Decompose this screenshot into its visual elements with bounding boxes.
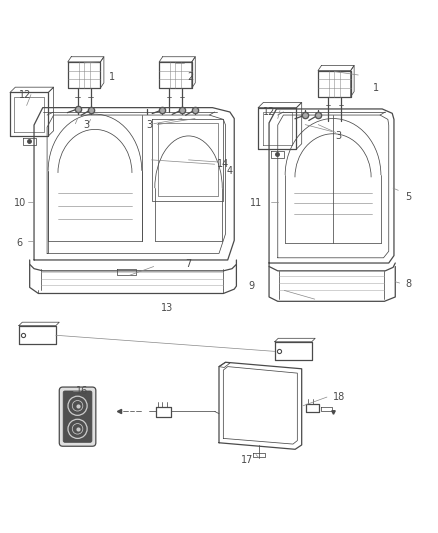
Text: 5: 5 [405, 192, 411, 202]
Text: 7: 7 [185, 260, 192, 269]
Text: 3: 3 [336, 131, 342, 141]
Text: 3: 3 [83, 120, 89, 130]
Text: 3: 3 [146, 120, 152, 130]
Text: 6: 6 [17, 238, 23, 247]
Text: 18: 18 [332, 392, 345, 402]
Text: 1: 1 [373, 83, 379, 93]
Text: 11: 11 [250, 198, 262, 208]
Text: 1: 1 [110, 72, 116, 82]
Text: 2: 2 [187, 72, 194, 82]
Text: 9: 9 [249, 281, 255, 291]
FancyBboxPatch shape [63, 391, 92, 442]
Text: 12: 12 [263, 107, 275, 117]
Text: 16: 16 [76, 385, 88, 395]
Text: 14: 14 [217, 159, 230, 169]
Text: 10: 10 [14, 198, 26, 208]
Text: 12: 12 [19, 90, 32, 100]
Text: 4: 4 [227, 166, 233, 176]
Text: 8: 8 [405, 279, 411, 289]
Text: 17: 17 [241, 455, 254, 465]
Text: 13: 13 [161, 303, 173, 313]
FancyBboxPatch shape [59, 387, 96, 446]
